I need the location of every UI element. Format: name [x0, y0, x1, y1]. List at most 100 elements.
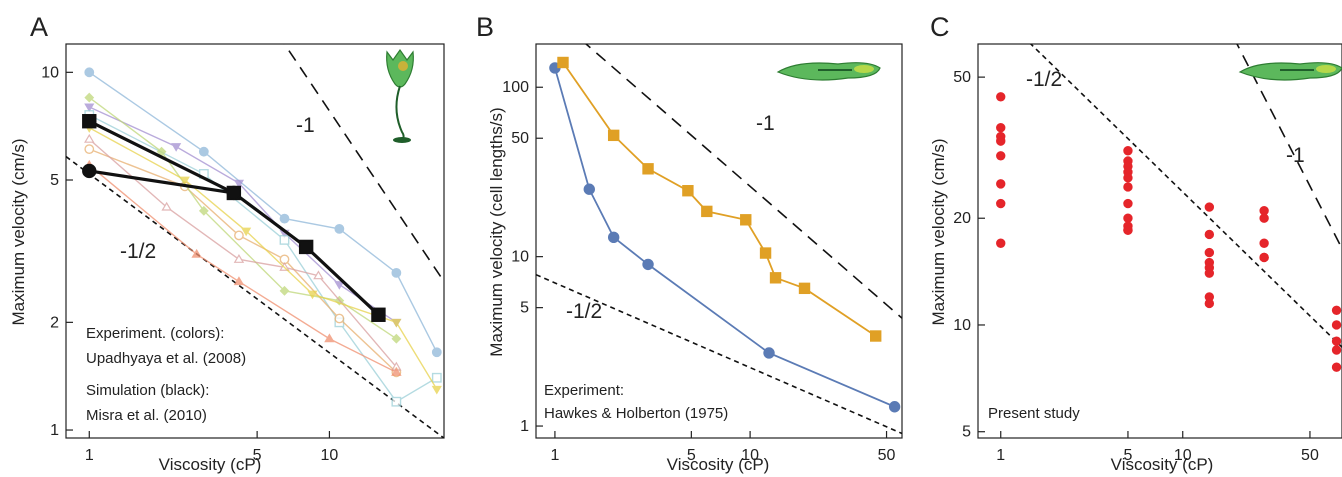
slope-label: -1/2	[120, 240, 156, 263]
data-point	[996, 179, 1006, 189]
plot-area: 1 5 10 1 2 5 10	[41, 43, 445, 464]
data-point	[84, 92, 95, 103]
y-tick-label: 1	[50, 422, 59, 439]
data-point	[798, 282, 811, 295]
x-tick-label: 5	[1123, 447, 1132, 464]
plot-content	[66, 44, 444, 438]
data-point	[334, 223, 345, 234]
data-series	[82, 163, 242, 201]
data-series	[549, 62, 901, 413]
data-point	[84, 133, 95, 143]
series-line	[88, 106, 397, 323]
series-line	[88, 114, 438, 403]
data-series	[84, 67, 442, 358]
annotation: Hawkes & Holberton (1975)	[544, 405, 728, 422]
green-elongated-cell-icon	[776, 62, 881, 81]
data-point	[82, 114, 97, 129]
data-point	[391, 318, 402, 328]
data-point	[179, 176, 190, 186]
y-tick-label: 10	[953, 317, 971, 334]
green-elongated-cell-icon	[1238, 62, 1342, 81]
y-tick-label: 50	[953, 69, 971, 86]
data-point	[1259, 238, 1269, 248]
slope-label: -1/2	[566, 300, 602, 323]
data-point	[84, 67, 95, 78]
data-point	[701, 205, 713, 218]
x-axis-title: Viscosity (cP)	[159, 455, 262, 474]
data-series	[84, 133, 402, 371]
x-tick-label: 1	[550, 447, 559, 464]
data-point	[307, 290, 318, 300]
panel-b: B Viscosity (cP) Maximum velocity (cell …	[476, 12, 903, 474]
data-series	[84, 92, 402, 344]
reference-line	[536, 273, 902, 435]
panel-letter: C	[930, 12, 950, 42]
data-point	[763, 347, 775, 359]
y-axis-title: Maximum velocity (cm/s)	[929, 138, 948, 325]
data-point	[1123, 213, 1133, 223]
slope-label: -1	[1286, 144, 1305, 167]
x-axis-title: Viscosity (cP)	[667, 455, 770, 474]
series-line	[88, 138, 397, 368]
data-point	[642, 163, 654, 175]
data-point	[870, 330, 882, 342]
data-point	[313, 270, 324, 280]
plot-frame	[977, 43, 1342, 439]
data-point	[557, 56, 569, 69]
plot-content	[536, 44, 902, 435]
y-tick-label: 5	[962, 424, 971, 441]
data-point	[607, 231, 620, 244]
x-axis-title: Viscosity (cP)	[1111, 455, 1214, 474]
y-tick-label: 10	[511, 249, 529, 266]
y-axis-title: Maximum velocity (cm/s)	[9, 138, 28, 325]
slope-label: -1	[296, 114, 315, 137]
data-point	[1331, 320, 1342, 330]
data-point	[1259, 206, 1269, 216]
series-line	[554, 67, 895, 408]
data-point	[1123, 173, 1133, 183]
data-point	[391, 366, 402, 376]
data-point	[1204, 268, 1215, 278]
y-tick-label: 50	[511, 130, 529, 147]
x-tick-label: 50	[1301, 447, 1319, 464]
data-series	[996, 92, 1342, 372]
y-tick-label: 20	[953, 210, 971, 227]
data-point	[1204, 298, 1215, 309]
y-tick-label: 1	[520, 418, 529, 435]
data-point	[279, 213, 290, 224]
y-tick-label: 5	[50, 172, 59, 189]
series-line	[88, 127, 438, 390]
data-point	[996, 136, 1006, 146]
data-point	[391, 333, 402, 344]
y-tick-label: 5	[520, 300, 529, 317]
x-tick-label: 10	[741, 447, 759, 464]
data-point	[161, 201, 172, 211]
data-point	[740, 214, 752, 226]
annotation: Upadhyaya et al. (2008)	[86, 350, 246, 367]
data-point	[996, 123, 1006, 133]
data-series	[84, 159, 402, 376]
series-line	[562, 61, 877, 337]
data-series	[84, 124, 442, 395]
data-point	[996, 92, 1006, 102]
data-point	[84, 103, 95, 113]
y-axis-title: Maximum velocity (cell lengths/s)	[487, 107, 506, 356]
y-tick-label: 2	[50, 314, 59, 331]
reference-line	[1029, 44, 1342, 348]
y-tick-label: 100	[502, 79, 529, 96]
series-line	[88, 119, 380, 316]
plot-content	[996, 44, 1342, 372]
data-point	[334, 313, 345, 324]
x-tick-label: 10	[321, 447, 339, 464]
x-tick-label: 5	[253, 447, 262, 464]
data-point	[1259, 252, 1269, 263]
series-line	[89, 169, 235, 195]
panel-a: A Viscosity (cP) Maximum velocity (cm/s)…	[9, 12, 445, 474]
data-point	[279, 235, 290, 245]
data-point	[171, 143, 182, 152]
annotation: Experiment. (colors):	[86, 325, 224, 342]
data-point	[233, 253, 245, 263]
x-tick-label: 50	[878, 447, 896, 464]
data-point	[1123, 225, 1133, 235]
green-flagellate-cell-icon	[386, 48, 414, 143]
